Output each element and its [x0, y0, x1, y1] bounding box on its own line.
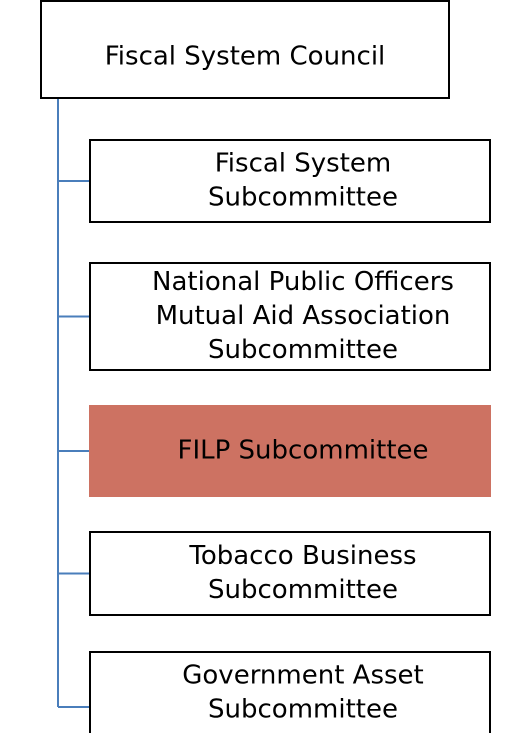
node-label: Mutual Aid Association — [156, 301, 451, 331]
node-label: National Public Officers — [152, 267, 454, 297]
root-box — [40, 0, 450, 99]
node-label: Fiscal System — [215, 149, 392, 179]
node-box — [89, 262, 491, 371]
node-label: Tobacco Business — [188, 541, 416, 571]
node-box — [89, 651, 491, 733]
node-label: Government Asset — [182, 661, 423, 691]
node-label: FILP Subcommittee — [178, 436, 429, 466]
node-label: Subcommittee — [208, 695, 398, 725]
node-label: Subcommittee — [208, 335, 398, 365]
root-label: Fiscal System Council — [105, 42, 386, 72]
node-box — [89, 405, 491, 497]
node-box — [89, 139, 491, 223]
node-label: Subcommittee — [208, 183, 398, 213]
node-label: Subcommittee — [208, 575, 398, 605]
node-box — [89, 531, 491, 616]
